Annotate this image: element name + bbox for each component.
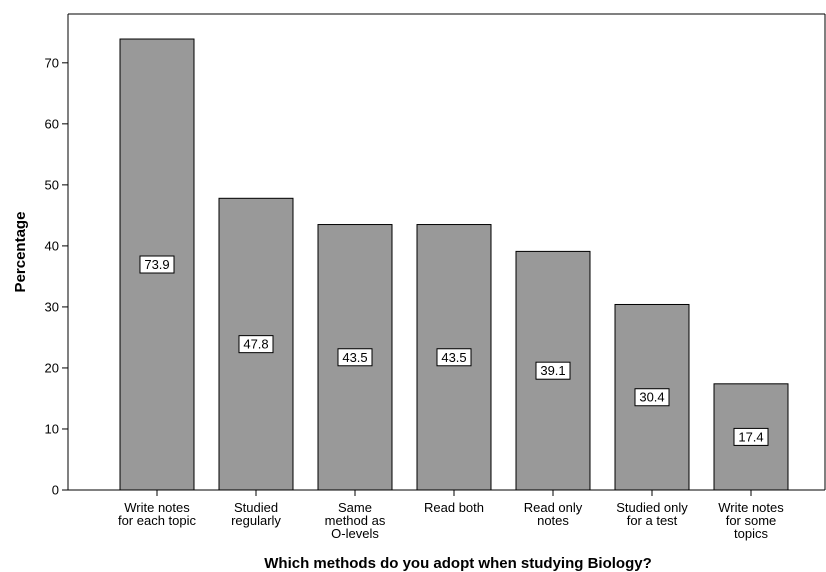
data-label-box — [337, 348, 373, 367]
bar — [317, 224, 393, 491]
y-tick-label: 40 — [45, 238, 59, 253]
y-tick-label: 70 — [45, 55, 59, 70]
data-label: 43.5 — [342, 350, 367, 365]
data-label-box — [535, 361, 571, 380]
data-label-box — [139, 255, 175, 274]
data-label: 39.1 — [540, 363, 565, 378]
data-label-box — [733, 427, 769, 446]
data-label: 47.8 — [243, 337, 268, 352]
y-axis: 0 10 20 30 40 50 60 70 — [45, 55, 68, 498]
y-tick-label: 0 — [52, 483, 59, 498]
data-labels: 73.9 47.8 43.5 43.5 39.1 30.4 17.4 — [139, 255, 769, 446]
x-axis: Write notes for each topic Studied regularl… — [118, 490, 784, 541]
category-label: Write notes for each topic — [118, 500, 197, 528]
data-label: 17.4 — [738, 429, 763, 444]
bars — [119, 38, 789, 491]
data-label: 30.4 — [639, 390, 664, 405]
y-tick-label: 10 — [45, 421, 59, 436]
data-label: 43.5 — [441, 350, 466, 365]
data-label-box — [436, 348, 472, 367]
data-label-box — [238, 335, 274, 354]
x-axis-label: Which methods do you adopt when studying… — [264, 555, 651, 572]
category-label: Studied regularly — [231, 500, 281, 528]
data-label: 73.9 — [144, 257, 169, 272]
category-label: Write notes for some topics — [718, 500, 784, 541]
y-tick-label: 30 — [45, 299, 59, 314]
y-axis-label: Percentage — [12, 212, 29, 293]
category-label: Studied only for a test — [616, 500, 688, 528]
category-label: Read both — [424, 500, 484, 515]
data-label-box — [634, 388, 670, 407]
y-tick-label: 60 — [45, 116, 59, 131]
category-label: Read only notes — [524, 500, 583, 528]
y-tick-label: 50 — [45, 177, 59, 192]
category-label: Same method as O-levels — [325, 500, 386, 541]
y-tick-label: 20 — [45, 360, 59, 375]
